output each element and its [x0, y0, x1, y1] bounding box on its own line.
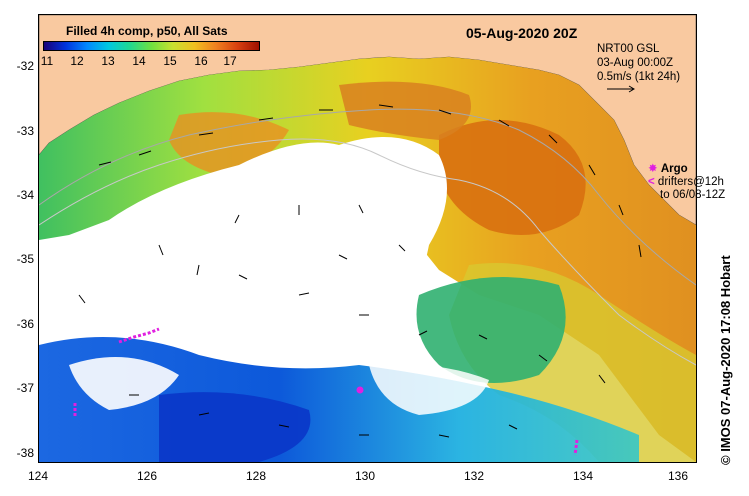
drifters-line1: drifters@12h — [657, 176, 724, 188]
lon-label: 124 — [27, 469, 49, 483]
colorbar-tick: 13 — [101, 54, 115, 68]
colorbar-tick: 15 — [163, 54, 177, 68]
lat-label: -35 — [16, 252, 34, 266]
drifter-arrow-icon: < — [648, 176, 655, 188]
cloud-gap-south — [69, 357, 179, 410]
lon-label: 128 — [245, 469, 267, 483]
lat-label: -36 — [16, 317, 34, 331]
colorbar-tick: 11 — [40, 54, 54, 68]
scale-arrow-icon — [607, 85, 635, 93]
depth-contour-2 — [39, 108, 696, 286]
legend-line: 0.5m/s (1kt 24h) — [597, 71, 681, 83]
colorbar-title: Filled 4h comp, p50, All Sats — [66, 24, 228, 38]
cloud-gap-south-2 — [369, 364, 489, 415]
lat-label: -38 — [16, 446, 34, 460]
depth-contour — [39, 138, 696, 366]
legend-line: NRT00 GSL — [597, 43, 660, 55]
warm-eddy-orange-2 — [339, 81, 471, 140]
lat-label: -34 — [16, 188, 34, 202]
lon-label: 136 — [667, 469, 689, 483]
argo-track-1 — [118, 327, 160, 344]
colorbar-tick: 12 — [70, 54, 84, 68]
lat-label: -33 — [16, 124, 34, 138]
drifters-line2: to 06/08-12Z — [660, 189, 726, 201]
argo-float-1 — [356, 386, 364, 394]
cloud-gap-west — [39, 262, 89, 320]
imos-credit: © IMOS 07-Aug-2020 17:08 Hobart — [718, 255, 733, 465]
cloud-gap-central — [109, 137, 447, 339]
current-legend: NRT00 GSL 03-Aug 00:00Z 0.5m/s (1kt 24h) — [597, 42, 680, 84]
lon-label: 130 — [354, 469, 376, 483]
green-front — [416, 277, 566, 383]
legend-line: 03-Aug 00:00Z — [597, 57, 674, 69]
colorbar-tick: 16 — [194, 54, 208, 68]
lat-label: -32 — [16, 59, 34, 73]
lon-label: 126 — [136, 469, 158, 483]
colorbar-tick: 14 — [132, 54, 146, 68]
sst-colorbar — [43, 41, 260, 51]
map-date-title: 05-Aug-2020 20Z — [466, 25, 578, 41]
argo-label: Argo — [660, 163, 688, 175]
lon-label: 134 — [572, 469, 594, 483]
sst-map[interactable] — [38, 14, 697, 463]
lon-label: 132 — [463, 469, 485, 483]
argo-star-icon: ✸ — [648, 163, 658, 175]
sst-field — [39, 15, 696, 462]
current-vectors — [78, 104, 642, 438]
argo-legend: ✸ Argo < drifters@12h to 06/08-12Z — [648, 163, 725, 202]
warm-eddy-orange — [439, 120, 586, 235]
deep-blue-patch — [159, 392, 311, 462]
colorbar-tick: 17 — [223, 54, 237, 68]
argo-track-3 — [573, 439, 579, 456]
lat-label: -37 — [16, 381, 34, 395]
